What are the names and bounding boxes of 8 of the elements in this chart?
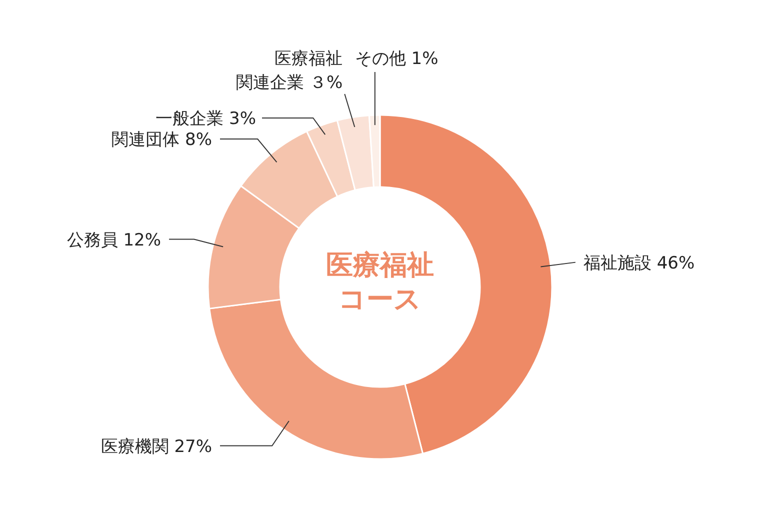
slice-label: 福祉施設 46%: [583, 253, 695, 274]
slice-label: 公務員 12%: [66, 230, 162, 250]
slice-label: 医療機関 27%: [100, 436, 212, 457]
slice-label: その他 1%: [354, 49, 438, 69]
slice-label: 一般企業 3%: [156, 109, 256, 129]
text: 医療福祉コース: [326, 250, 434, 315]
slice-label: 関連団体 8%: [112, 130, 212, 150]
slice-label: 医療福祉関連企業 ３%: [236, 49, 343, 93]
